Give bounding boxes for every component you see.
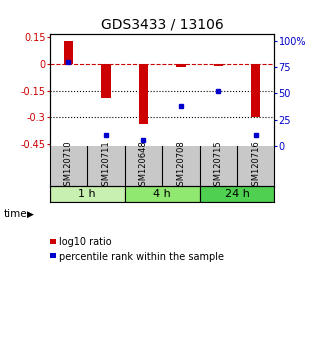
Bar xyxy=(101,64,111,98)
Bar xyxy=(213,64,223,65)
Text: 24 h: 24 h xyxy=(225,189,249,199)
Text: GSM120715: GSM120715 xyxy=(214,141,223,191)
Text: GSM120708: GSM120708 xyxy=(176,141,185,191)
Text: 4 h: 4 h xyxy=(153,189,171,199)
Text: time: time xyxy=(3,209,27,219)
Bar xyxy=(251,64,260,117)
Bar xyxy=(139,64,148,124)
Text: percentile rank within the sample: percentile rank within the sample xyxy=(59,252,224,262)
Text: log10 ratio: log10 ratio xyxy=(59,238,111,247)
Text: 1 h: 1 h xyxy=(78,189,96,199)
Bar xyxy=(200,186,274,202)
Text: ▶: ▶ xyxy=(27,210,33,219)
Text: GSM120710: GSM120710 xyxy=(64,141,73,191)
Title: GDS3433 / 13106: GDS3433 / 13106 xyxy=(101,17,223,31)
Text: GSM120716: GSM120716 xyxy=(251,141,260,191)
Bar xyxy=(64,41,73,64)
Bar xyxy=(125,186,200,202)
Bar xyxy=(176,64,186,67)
Text: GSM120711: GSM120711 xyxy=(101,141,110,191)
Bar xyxy=(50,186,125,202)
Text: GSM120648: GSM120648 xyxy=(139,141,148,191)
